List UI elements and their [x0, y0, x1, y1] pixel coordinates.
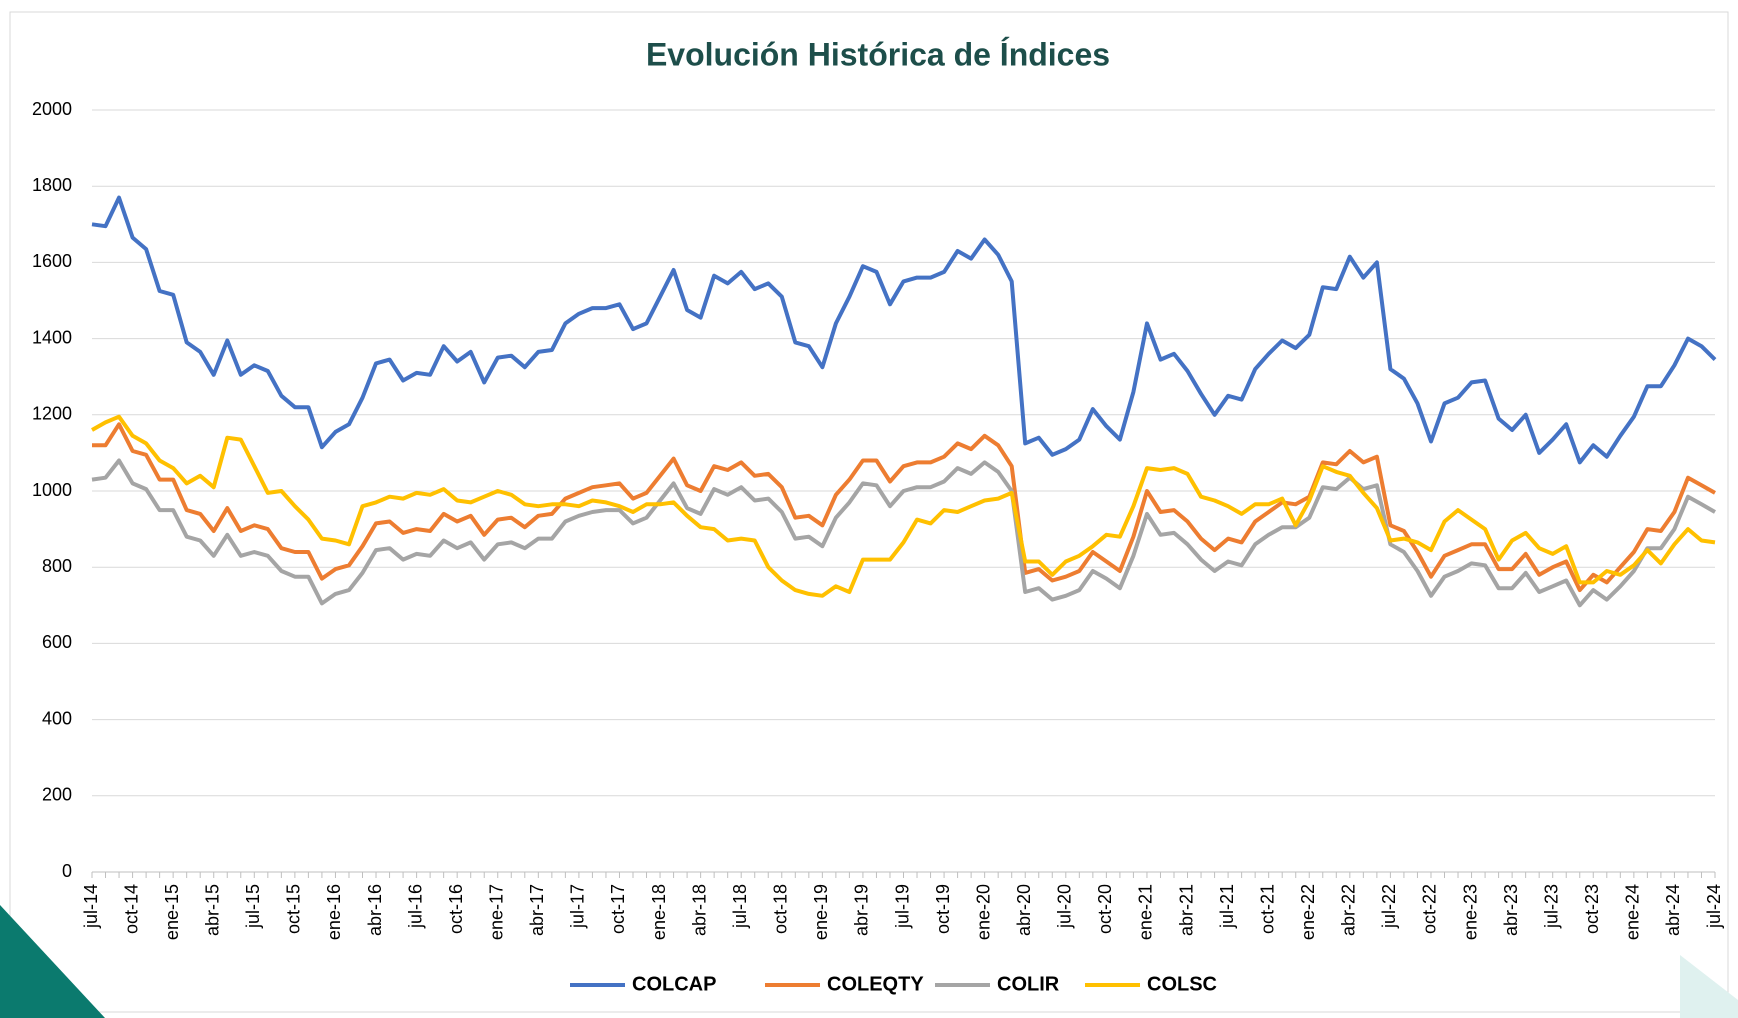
- x-tick-label: oct-18: [771, 884, 791, 934]
- legend-label: COLEQTY: [827, 973, 924, 995]
- x-tick-label: oct-14: [121, 884, 141, 934]
- x-tick-label: abr-19: [852, 884, 872, 936]
- series-line: [91, 458, 1716, 608]
- x-tick-label: ene-18: [649, 884, 669, 940]
- x-tick-label: abr-21: [1176, 884, 1196, 936]
- x-tick-label: jul-18: [730, 884, 750, 929]
- y-tick-label: 1000: [32, 480, 72, 500]
- y-tick-label: 600: [42, 632, 72, 652]
- x-tick-label: ene-23: [1460, 884, 1480, 940]
- x-tick-label: jul-22: [1379, 884, 1399, 929]
- x-tick-label: jul-19: [892, 884, 912, 929]
- x-tick-label: oct-21: [1257, 884, 1277, 934]
- x-tick-label: jul-21: [1217, 884, 1237, 929]
- x-tick-label: oct-23: [1582, 884, 1602, 934]
- x-tick-label: jul-20: [1055, 884, 1075, 929]
- decor-corner: [1680, 955, 1738, 1018]
- x-tick-label: ene-15: [162, 884, 182, 940]
- y-tick-label: 1600: [32, 251, 72, 271]
- y-tick-label: 1200: [32, 404, 72, 424]
- series-line: [91, 195, 1717, 465]
- x-tick-label: abr-23: [1501, 884, 1521, 936]
- series-line: [91, 414, 1716, 598]
- y-tick-label: 2000: [32, 99, 72, 119]
- x-tick-label: oct-16: [446, 884, 466, 934]
- x-tick-label: abr-18: [689, 884, 709, 936]
- x-tick-label: oct-22: [1420, 884, 1440, 934]
- x-tick-label: oct-17: [608, 884, 628, 934]
- x-tick-label: oct-15: [284, 884, 304, 934]
- decor-triangle: [0, 905, 105, 1018]
- x-tick-label: abr-24: [1663, 884, 1683, 936]
- x-tick-label: abr-15: [202, 884, 222, 936]
- chart-title: Evolución Histórica de Índices: [646, 36, 1110, 72]
- legend-label: COLIR: [997, 973, 1060, 995]
- x-tick-label: jul-24: [1704, 884, 1724, 929]
- x-tick-label: oct-20: [1095, 884, 1115, 934]
- y-tick-label: 1800: [32, 175, 72, 195]
- x-tick-label: abr-22: [1339, 884, 1359, 936]
- series-line: [92, 422, 1716, 593]
- x-tick-label: jul-23: [1541, 884, 1561, 929]
- x-tick-label: jul-17: [568, 884, 588, 929]
- y-tick-label: 1400: [32, 327, 72, 347]
- y-tick-label: 0: [62, 861, 72, 881]
- x-tick-label: abr-16: [365, 884, 385, 936]
- y-tick-label: 200: [42, 785, 72, 805]
- x-tick-label: jul-14: [81, 884, 101, 929]
- x-tick-label: abr-17: [527, 884, 547, 936]
- x-tick-label: ene-20: [973, 884, 993, 940]
- chart-border: [9, 11, 1729, 1013]
- x-tick-label: ene-19: [811, 884, 831, 940]
- y-tick-label: 400: [42, 708, 72, 728]
- legend-label: COLSC: [1147, 973, 1217, 995]
- x-tick-label: jul-15: [243, 884, 263, 929]
- x-tick-label: abr-20: [1014, 884, 1034, 936]
- x-tick-label: ene-24: [1623, 884, 1643, 940]
- x-tick-label: ene-21: [1136, 884, 1156, 940]
- legend-label: COLCAP: [632, 973, 716, 995]
- x-tick-label: jul-16: [405, 884, 425, 929]
- x-tick-label: ene-22: [1298, 884, 1318, 940]
- x-tick-label: ene-16: [324, 884, 344, 940]
- y-tick-label: 800: [42, 556, 72, 576]
- x-tick-label: oct-19: [933, 884, 953, 934]
- x-tick-label: ene-17: [487, 884, 507, 940]
